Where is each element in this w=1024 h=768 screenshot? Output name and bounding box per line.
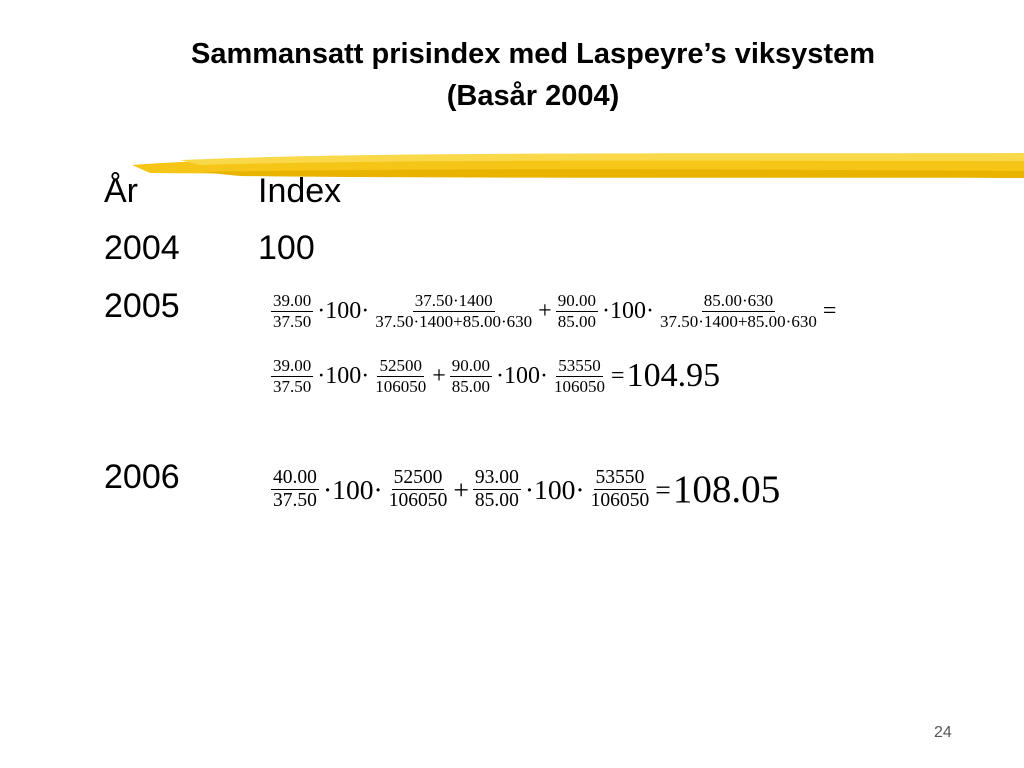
numerator: 85.00·630 (701, 291, 776, 312)
operator: ·100· (322, 473, 383, 505)
denominator: 37.50 (273, 376, 312, 396)
numerator: 52500 (377, 356, 424, 377)
operator: + (453, 473, 469, 505)
title-line: (Basår 2004) (446, 80, 620, 112)
operator: ·100· (317, 297, 370, 324)
header-cell: År (104, 172, 138, 210)
result: 104.95 (626, 357, 721, 395)
operator: = (611, 362, 625, 389)
formula-line: 40.00 37.50·100· 52500 106050 +93.00 85.00·10… (268, 467, 781, 513)
index-cell: 100 (258, 229, 315, 267)
operator: ·100· (496, 362, 549, 389)
operator: ·100· (524, 473, 585, 505)
denominator: 37.50 (273, 490, 317, 512)
formula-line: 39.00 37.50·100· 52500 106050 +90.00 85.00·10… (268, 356, 721, 396)
numerator: 52500 (391, 467, 445, 491)
denominator: 85.00 (451, 376, 491, 396)
fraction: 53550 106050 (552, 356, 607, 396)
operator: = (655, 473, 671, 505)
operator: ·100· (601, 297, 654, 324)
year-cell: 2005 (104, 287, 180, 325)
numerator: 39.00 (271, 356, 314, 377)
fraction: 90.00 85.00 (555, 291, 598, 331)
operator: ·100· (317, 362, 370, 389)
numerator: 93.00 (472, 467, 521, 491)
operator: + (432, 362, 446, 389)
numerator: 53550 (556, 356, 603, 377)
denominator: 106050 (375, 376, 427, 396)
fraction: 39.00 37.50 (271, 356, 314, 396)
numerator: 40.00 (271, 467, 319, 491)
denominator: 85.00 (474, 490, 519, 512)
operator: = (822, 297, 837, 324)
denominator: 85.00 (557, 311, 596, 331)
denominator: 106050 (554, 376, 606, 396)
highlight-stroke (132, 153, 1024, 178)
fraction: 52500 106050 (373, 356, 428, 396)
denominator: 106050 (388, 490, 448, 512)
denominator: 37.50 (273, 311, 312, 331)
title-line: Sammansatt prisindex med Laspeyre’s viks… (191, 38, 875, 70)
fraction: 53550 106050 (589, 467, 652, 513)
page-number: 24 (934, 724, 952, 741)
formula-line: 39.00 37.50·100· 37.50·1400 37.50·1400+85.0… (268, 291, 837, 331)
denominator: 106050 (590, 490, 650, 512)
fraction: 85.00·630 37.50·1400+85.00·630 (658, 291, 819, 331)
denominator: 37.50·1400+85.00·630 (375, 311, 533, 331)
fraction: 37.50·1400 37.50·1400+85.00·630 (373, 291, 534, 331)
result: 108.05 (672, 468, 781, 512)
fraction: 93.00 85.00 (472, 467, 521, 513)
operator: + (538, 297, 552, 324)
numerator: 39.00 (271, 291, 314, 312)
year-cell: 2006 (104, 458, 180, 496)
fraction: 40.00 37.50 (271, 467, 319, 513)
numerator: 37.50·1400 (412, 291, 495, 312)
fraction: 90.00 85.00 (449, 356, 493, 396)
numerator: 53550 (593, 467, 647, 491)
numerator: 90.00 (555, 291, 598, 312)
year-cell: 2004 (104, 229, 180, 267)
fraction: 39.00 37.50 (271, 291, 314, 331)
fraction: 52500 106050 (387, 467, 450, 513)
numerator: 90.00 (449, 356, 493, 377)
denominator: 37.50·1400+85.00·630 (659, 311, 817, 331)
header-cell: Index (258, 172, 342, 210)
